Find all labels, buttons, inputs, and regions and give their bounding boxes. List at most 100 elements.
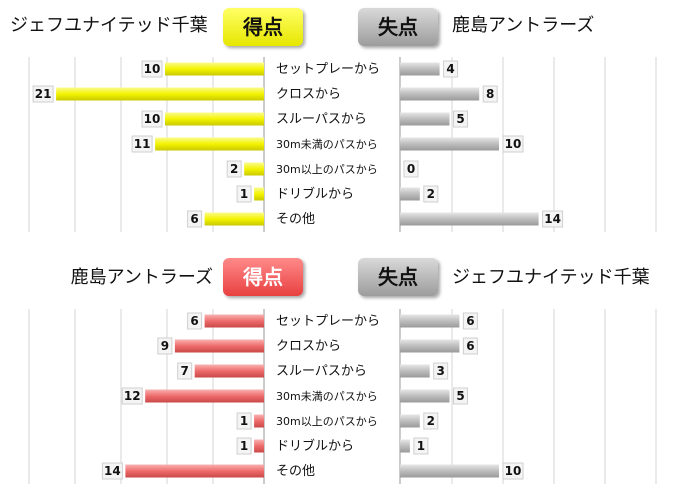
- conceded-value-box: [542, 210, 564, 228]
- conceded-value-label: 6: [466, 339, 474, 353]
- left-badge: [223, 258, 303, 296]
- scored-value-box: [187, 210, 203, 228]
- scored-bar: [254, 187, 264, 201]
- scored-bar: [56, 87, 264, 101]
- scored-value-label: 1: [240, 187, 248, 201]
- conceded-value-box: [453, 387, 468, 405]
- conceded-value-box: [462, 337, 478, 355]
- conceded-value-label: 4: [446, 62, 454, 76]
- conceded-value-label: 10: [505, 137, 522, 151]
- left-badge: [223, 8, 303, 46]
- conceded-value-label: 5: [456, 389, 464, 403]
- right-team-name: ジェフユナイテッド千葉: [452, 267, 650, 288]
- conceded-bar: [400, 187, 420, 201]
- conceded-bar: [400, 464, 499, 478]
- scored-bar: [125, 464, 265, 478]
- conceded-bar: [400, 314, 460, 328]
- left-team-name: ジェフユナイテッド千葉: [10, 15, 208, 36]
- conceded-value-box: [403, 160, 419, 178]
- conceded-value-label: 8: [486, 87, 494, 101]
- scored-value-box: [121, 387, 143, 405]
- conceded-bar: [400, 212, 539, 226]
- conceded-value-label: 3: [437, 364, 445, 378]
- category-label: ドリブルから: [276, 186, 354, 202]
- scored-bar: [165, 112, 264, 126]
- conceded-value-box: [462, 312, 478, 330]
- conceded-value-box: [482, 85, 498, 103]
- scored-value-label: 10: [144, 112, 161, 126]
- category-label: その他: [276, 464, 315, 479]
- conceded-value-label: 1: [417, 439, 425, 453]
- conceded-value-label: 0: [407, 162, 415, 176]
- scored-value-label: 7: [181, 364, 189, 378]
- scored-value-label: 6: [190, 212, 198, 226]
- scored-value-box: [236, 185, 252, 203]
- conceded-value-box: [443, 60, 459, 78]
- conceded-bar: [400, 87, 480, 101]
- conceded-value-box: [433, 362, 449, 380]
- right-badge: [358, 8, 438, 46]
- scored-bar: [254, 439, 264, 453]
- conceded-value-label: 10: [505, 464, 522, 478]
- category-label: クロスから: [276, 339, 341, 354]
- scored-value-label: 12: [124, 389, 141, 403]
- scored-value-label: 10: [144, 62, 161, 76]
- scored-value-label: 9: [161, 339, 169, 353]
- scored-value-label: 1: [240, 414, 248, 428]
- scored-value-label: 14: [104, 464, 121, 478]
- conceded-value-label: 2: [427, 414, 435, 428]
- conceded-bar: [400, 62, 440, 76]
- scored-value-box: [141, 60, 163, 78]
- conceded-value-box: [423, 412, 439, 430]
- category-label: セットプレーから: [276, 62, 380, 77]
- scored-value-label: 2: [230, 162, 238, 176]
- category-label: その他: [276, 212, 315, 227]
- scored-value-box: [226, 160, 242, 178]
- conceded-bar: [400, 339, 460, 353]
- category-label: スルーパスから: [276, 364, 367, 379]
- category-label: 30m未満のパスから: [276, 390, 378, 403]
- conceded-bar: [400, 112, 450, 126]
- conceded-value-box: [502, 135, 524, 153]
- scored-value-box: [177, 362, 193, 380]
- scored-value-box: [32, 85, 54, 103]
- scored-bar: [204, 314, 264, 328]
- scored-bar: [204, 212, 264, 226]
- scored-value-box: [236, 437, 252, 455]
- conceded-bar: [400, 364, 430, 378]
- conceded-bar: [400, 439, 410, 453]
- scored-bar: [174, 339, 264, 353]
- scored-value-box: [187, 312, 203, 330]
- conceded-value-box: [502, 462, 524, 480]
- scored-value-label: 1: [240, 439, 248, 453]
- scored-value-box: [101, 462, 123, 480]
- left-team-name: 鹿島アントラーズ: [71, 267, 213, 288]
- conceded-value-box: [413, 437, 429, 455]
- left-badge-label: 得点: [242, 15, 283, 39]
- right-badge-label: 失点: [378, 265, 418, 289]
- right-badge: [358, 258, 438, 296]
- category-label: スルーパスから: [276, 112, 367, 127]
- category-label: ドリブルから: [276, 438, 354, 454]
- category-label: クロスから: [276, 87, 341, 102]
- conceded-value-label: 14: [544, 212, 561, 226]
- scored-value-label: 11: [134, 137, 151, 151]
- category-label: 30m以上のパスから: [276, 415, 378, 428]
- category-label: 30m以上のパスから: [276, 163, 378, 176]
- category-label: 30m未満のパスから: [276, 138, 378, 151]
- conceded-bar: [400, 137, 499, 151]
- left-badge-label: 得点: [242, 265, 283, 289]
- scored-bar: [194, 364, 264, 378]
- scored-value-box: [236, 412, 252, 430]
- scored-bar: [155, 137, 264, 151]
- scored-value-label: 6: [190, 314, 198, 328]
- category-label: セットプレーから: [276, 314, 380, 329]
- conceded-value-label: 2: [427, 187, 435, 201]
- scored-bar: [244, 162, 264, 176]
- conceded-value-label: 5: [456, 112, 464, 126]
- scored-bar: [165, 62, 264, 76]
